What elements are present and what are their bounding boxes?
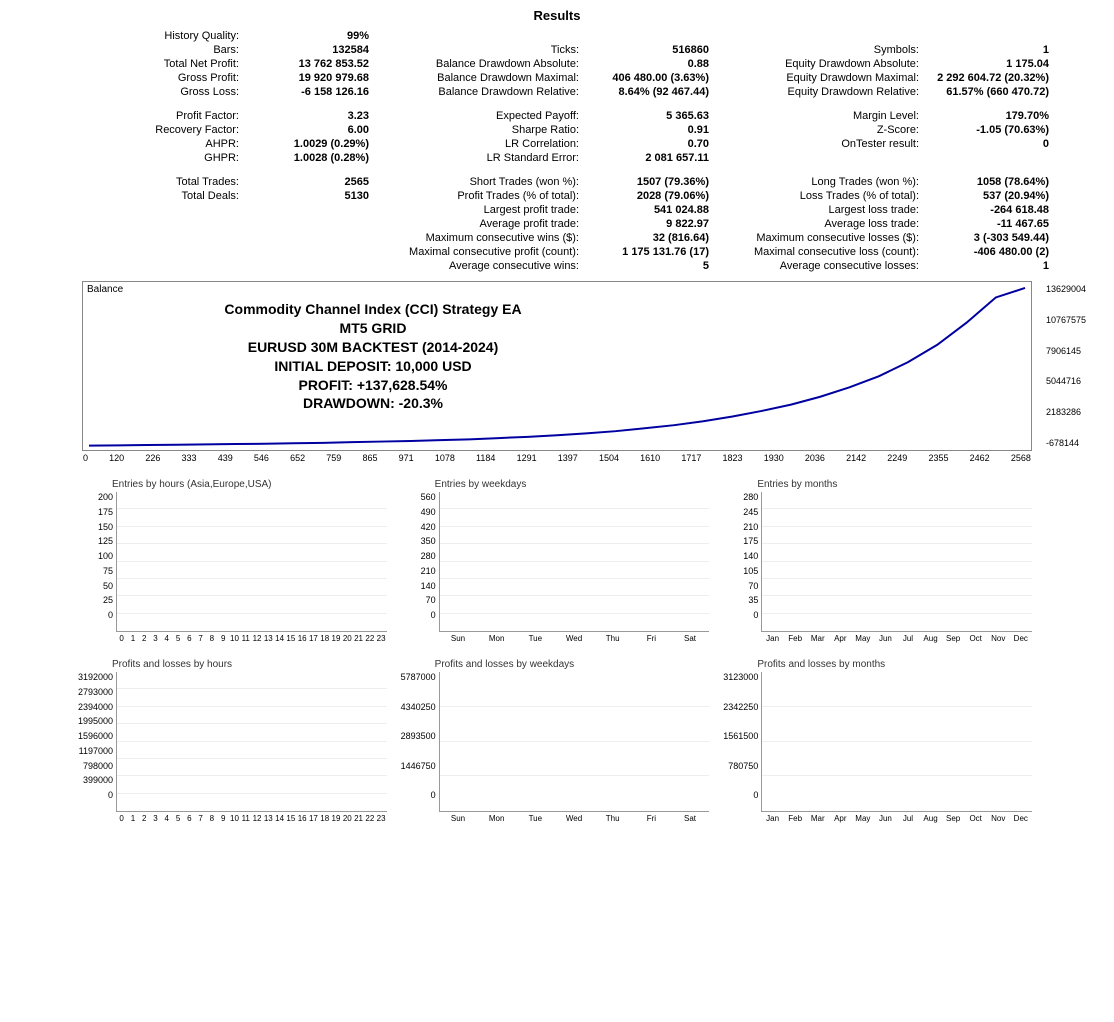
stat-cell bbox=[47, 203, 387, 217]
stat-cell: Loss Trades (% of total):537 (20.94%) bbox=[727, 189, 1067, 203]
stat-cell bbox=[47, 217, 387, 231]
stat-cell: History Quality:99% bbox=[47, 29, 387, 43]
balance-yaxis: 1362900410767575790614550447162183286-67… bbox=[1046, 282, 1086, 450]
chart-yaxis: 57870004340250289350014467500 bbox=[405, 672, 439, 812]
stat-cell bbox=[727, 29, 1067, 43]
stat-cell: Balance Drawdown Relative:8.64% (92 467.… bbox=[387, 85, 727, 99]
chart-xaxis: JanFebMarAprMayJunJulAugSepOctNovDec bbox=[761, 812, 1032, 823]
balance-chart: Balance Commodity Channel Index (CCI) St… bbox=[82, 281, 1032, 463]
chart-yaxis: 3192000279300023940001995000159600011970… bbox=[82, 672, 116, 812]
stat-cell: Average consecutive wins:5 bbox=[387, 259, 727, 273]
chart-xaxis: 01234567891011121314151617181920212223 bbox=[116, 812, 387, 823]
stat-cell: Balance Drawdown Maximal:406 480.00 (3.6… bbox=[387, 71, 727, 85]
stat-cell: Ticks:516860 bbox=[387, 43, 727, 57]
chart-yaxis: 560490420350280210140700 bbox=[405, 492, 439, 632]
stat-cell: Total Deals:5130 bbox=[47, 189, 387, 203]
chart-plot bbox=[761, 672, 1032, 812]
stat-cell: OnTester result:0 bbox=[727, 137, 1067, 151]
stats-table: History Quality:99%Bars:132584Ticks:5168… bbox=[47, 29, 1067, 273]
stat-cell: Balance Drawdown Absolute:0.88 bbox=[387, 57, 727, 71]
stat-cell: AHPR:1.0029 (0.29%) bbox=[47, 137, 387, 151]
chart-pl-months: Profits and losses by months 312300023422… bbox=[727, 659, 1032, 823]
chart-title: Entries by months bbox=[757, 479, 1032, 490]
stat-cell: Average consecutive losses:1 bbox=[727, 259, 1067, 273]
stat-cell: Average loss trade:-11 467.65 bbox=[727, 217, 1067, 231]
chart-title: Profits and losses by hours bbox=[112, 659, 387, 670]
chart-plot bbox=[439, 672, 710, 812]
stat-cell: Total Trades:2565 bbox=[47, 175, 387, 189]
stat-cell bbox=[47, 259, 387, 273]
stat-cell: Sharpe Ratio:0.91 bbox=[387, 123, 727, 137]
stat-cell: Profit Trades (% of total):2028 (79.06%) bbox=[387, 189, 727, 203]
balance-xaxis: 0120226333439546652759865971107811841291… bbox=[82, 451, 1032, 463]
stat-cell: Maximum consecutive losses ($):3 (-303 5… bbox=[727, 231, 1067, 245]
chart-title: Profits and losses by weekdays bbox=[435, 659, 710, 670]
chart-xaxis: SunMonTueWedThuFriSat bbox=[439, 812, 710, 823]
stat-cell: Maximal consecutive loss (count):-406 48… bbox=[727, 245, 1067, 259]
stat-cell: Maximum consecutive wins ($):32 (816.64) bbox=[387, 231, 727, 245]
chart-entries-weekdays: Entries by weekdays 560490420350280210140… bbox=[405, 479, 710, 643]
chart-pl-weekdays: Profits and losses by weekdays 5787000434… bbox=[405, 659, 710, 823]
chart-xaxis: SunMonTueWedThuFriSat bbox=[439, 632, 710, 643]
chart-pl-hours: Profits and losses by hours 3192000279300… bbox=[82, 659, 387, 823]
stat-cell: Equity Drawdown Maximal:2 292 604.72 (20… bbox=[727, 71, 1067, 85]
chart-title: Entries by weekdays bbox=[435, 479, 710, 490]
chart-yaxis: 2001751501251007550250 bbox=[82, 492, 116, 632]
chart-entries-months: Entries by months 28024521017514010570350… bbox=[727, 479, 1032, 643]
stat-cell: Symbols:1 bbox=[727, 43, 1067, 57]
chart-xaxis: 01234567891011121314151617181920212223 bbox=[116, 632, 387, 643]
chart-xaxis: JanFebMarAprMayJunJulAugSepOctNovDec bbox=[761, 632, 1032, 643]
stat-cell: Margin Level:179.70% bbox=[727, 109, 1067, 123]
stat-cell: Gross Profit:19 920 979.68 bbox=[47, 71, 387, 85]
stat-cell: Average profit trade:9 822.97 bbox=[387, 217, 727, 231]
stat-cell: Expected Payoff:5 365.63 bbox=[387, 109, 727, 123]
chart-yaxis: 28024521017514010570350 bbox=[727, 492, 761, 632]
stat-cell: Total Net Profit:13 762 853.52 bbox=[47, 57, 387, 71]
stat-cell: Z-Score:-1.05 (70.63%) bbox=[727, 123, 1067, 137]
stat-cell: Profit Factor:3.23 bbox=[47, 109, 387, 123]
stat-cell: Equity Drawdown Relative:61.57% (660 470… bbox=[727, 85, 1067, 99]
stat-cell: Maximal consecutive profit (count):1 175… bbox=[387, 245, 727, 259]
stat-cell bbox=[47, 231, 387, 245]
chart-plot bbox=[116, 492, 387, 632]
stat-cell: Largest profit trade:541 024.88 bbox=[387, 203, 727, 217]
stat-cell bbox=[727, 151, 1067, 165]
stat-cell: Bars:132584 bbox=[47, 43, 387, 57]
stat-cell: LR Correlation:0.70 bbox=[387, 137, 727, 151]
stat-cell: Largest loss trade:-264 618.48 bbox=[727, 203, 1067, 217]
stat-cell bbox=[47, 245, 387, 259]
chart-plot bbox=[116, 672, 387, 812]
stat-cell: Long Trades (won %):1058 (78.64%) bbox=[727, 175, 1067, 189]
stat-cell bbox=[387, 29, 727, 43]
stat-cell: Recovery Factor:6.00 bbox=[47, 123, 387, 137]
stat-cell: LR Standard Error:2 081 657.11 bbox=[387, 151, 727, 165]
chart-title: Profits and losses by months bbox=[757, 659, 1032, 670]
stat-cell: Short Trades (won %):1507 (79.36%) bbox=[387, 175, 727, 189]
chart-plot bbox=[761, 492, 1032, 632]
charts-grid: Entries by hours (Asia,Europe,USA) 200175… bbox=[82, 479, 1032, 823]
stat-cell: Equity Drawdown Absolute:1 175.04 bbox=[727, 57, 1067, 71]
stat-cell: GHPR:1.0028 (0.28%) bbox=[47, 151, 387, 165]
chart-entries-hours: Entries by hours (Asia,Europe,USA) 200175… bbox=[82, 479, 387, 643]
stat-cell: Gross Loss:-6 158 126.16 bbox=[47, 85, 387, 99]
page-title: Results bbox=[0, 0, 1114, 29]
chart-plot bbox=[439, 492, 710, 632]
chart-title: Entries by hours (Asia,Europe,USA) bbox=[112, 479, 387, 490]
chart-yaxis: 3123000234225015615007807500 bbox=[727, 672, 761, 812]
balance-overlay: Commodity Channel Index (CCI) Strategy E… bbox=[163, 300, 583, 413]
